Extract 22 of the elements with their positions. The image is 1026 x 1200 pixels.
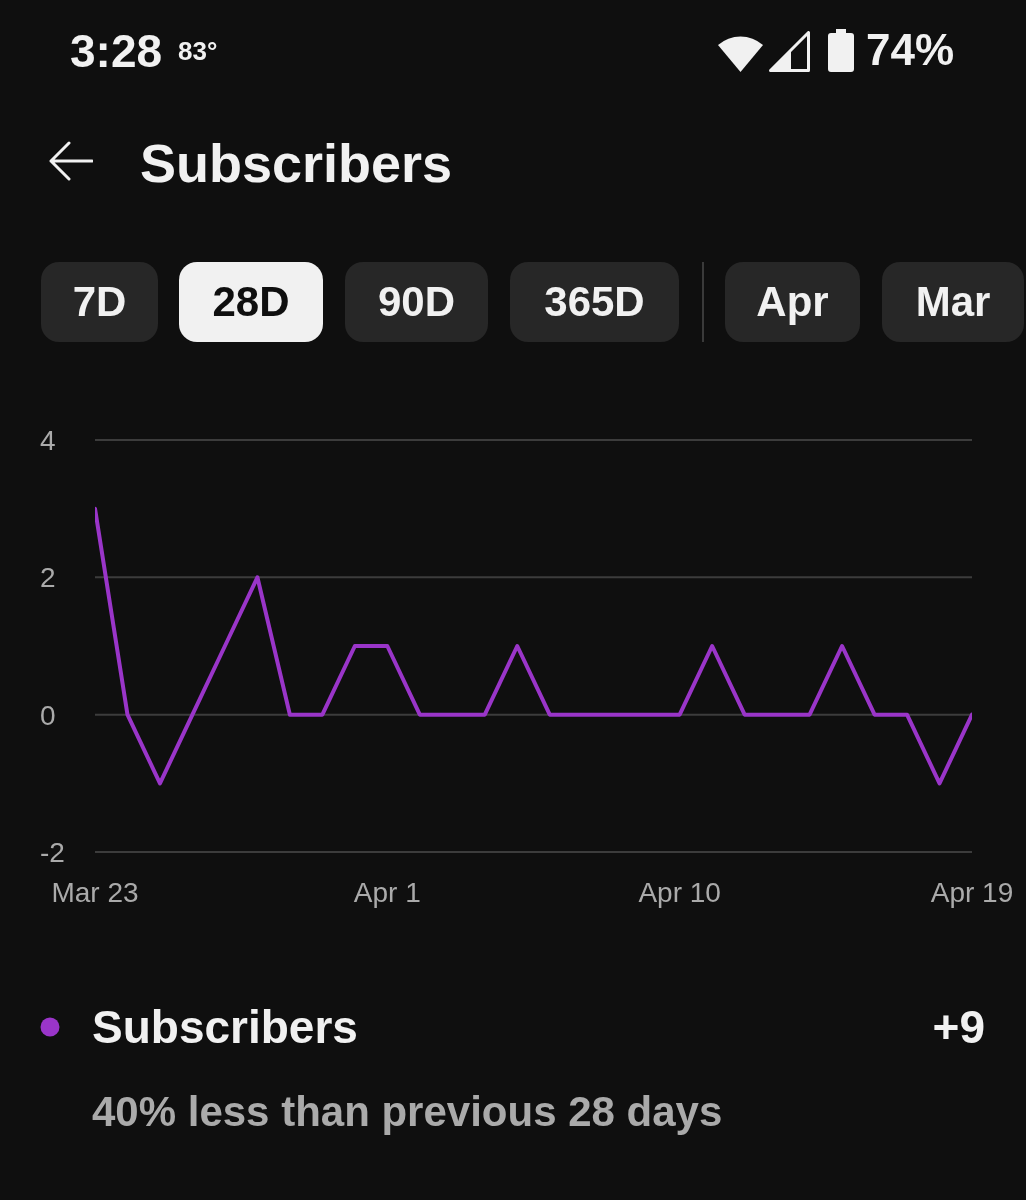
tab-button: 28D — [179, 262, 323, 342]
x-tick-label: Mar 23 — [51, 876, 139, 908]
text: 74% — [866, 25, 955, 74]
y-tick-label: 4 — [40, 424, 56, 456]
legend-label: Subscribers — [92, 1001, 358, 1053]
chart-title: Subscribers — [140, 133, 453, 193]
y-tick-label: 0 — [40, 699, 56, 731]
tab-button: 365D — [510, 262, 679, 342]
text: 3:28 — [70, 25, 163, 77]
text: +9 — [932, 1001, 985, 1053]
tab-button: 7D — [41, 262, 158, 342]
x-tick-label: Apr 19 — [930, 876, 1014, 908]
x-tick-label: Apr 1 — [353, 876, 421, 908]
text: 40% less than previous 28 days — [92, 1088, 723, 1135]
tab-button: Apr — [725, 262, 860, 342]
x-tick-label: Apr 10 — [638, 876, 721, 908]
y-tick-label: 2 — [40, 562, 56, 594]
tab-button: 90D — [345, 262, 488, 342]
line-series — [95, 506, 972, 786]
tab-button: Mar — [882, 262, 1024, 342]
y-tick-label: -2 — [40, 836, 65, 868]
text: 83° — [178, 36, 218, 66]
